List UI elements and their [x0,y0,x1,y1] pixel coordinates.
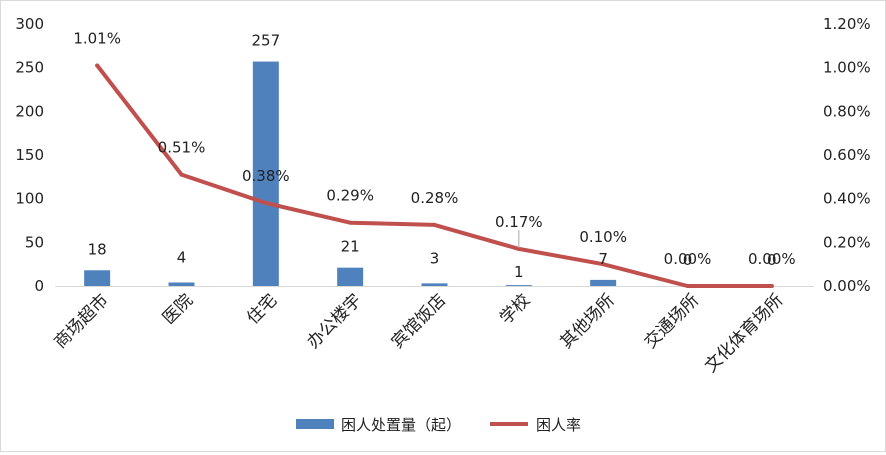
y-left-tick-label: 50 [25,233,44,251]
category-label: 宾馆饭店 [388,290,450,352]
rate-point [348,220,353,225]
category-label: 办公楼宇 [303,290,365,352]
y-right-tick-label: 0.80% [823,102,871,120]
rate-value-label: 0.38% [242,167,290,185]
category-label: 住宅 [243,290,281,328]
y-left-tick-label: 150 [15,146,44,164]
rate-point [516,246,521,251]
y-right-tick-label: 0.00% [823,277,871,295]
bar [421,283,448,286]
rate-point [263,201,268,206]
category-label: 文化体育场所 [701,290,787,376]
bar-value-label: 7 [598,250,608,268]
rate-point [769,284,774,288]
rate-point [179,172,184,177]
bar-value-label: 21 [341,238,360,256]
bar [84,270,111,286]
y-right-tick-label: 1.00% [823,59,871,77]
bar [337,267,364,286]
rate-value-label: 0.00% [748,250,796,268]
y-left-tick-label: 100 [15,190,44,208]
legend-bar-swatch [296,419,334,429]
rate-point [432,222,437,227]
rate-value-label: 1.01% [73,29,121,47]
bar [505,285,532,286]
bar-value-label: 3 [430,249,440,267]
bar-value-label: 0 [683,251,693,269]
category-label: 其他场所 [556,290,618,352]
rate-value-label: 0.51% [158,139,206,157]
bar-value-label: 257 [252,32,281,50]
rate-value-label: 0.29% [326,187,374,205]
y-left-tick-label: 300 [15,15,44,33]
bar-value-label: 4 [177,249,187,267]
y-right-tick-label: 0.20% [823,233,871,251]
category-label: 交通场所 [641,290,703,352]
rate-point [601,262,606,267]
bar [252,61,279,287]
y-left-tick-label: 250 [15,59,44,77]
rate-value-label: 0.28% [411,189,459,207]
bar [590,279,617,286]
y-left-tick-label: 200 [15,102,44,120]
rate-value-label: 0.17% [495,213,543,231]
bar [168,282,195,286]
bar-value-label: 18 [88,240,107,258]
rate-value-label: 0.00% [664,250,712,268]
y-right-tick-label: 0.40% [823,190,871,208]
y-right-tick-label: 1.20% [823,15,871,33]
category-label: 医院 [159,290,197,328]
y-left-tick-label: 0 [34,277,44,295]
bar-value-label: 1 [514,263,524,281]
legend-line-label: 困人率 [536,416,581,434]
legend-bar-label: 困人处置量（起） [341,416,461,434]
rate-point [95,63,100,68]
y-right-tick-label: 0.60% [823,146,871,164]
rate-value-label: 0.10% [579,228,627,246]
category-label: 商场超市 [50,290,112,352]
bar-value-label: 0 [767,251,777,269]
category-label: 学校 [496,290,534,328]
rate-point [685,284,690,288]
